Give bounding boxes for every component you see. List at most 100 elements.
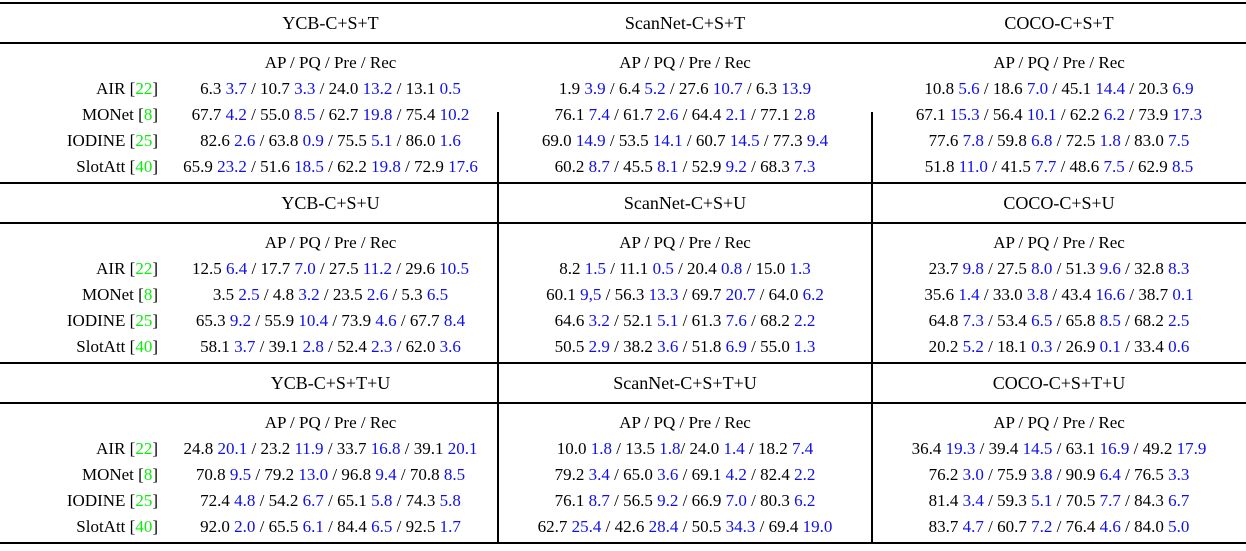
data-cell: 64.6 3.2 / 52.1 5.1 / 61.3 7.6 / 68.2 2.…	[554, 311, 816, 330]
horizontal-rule	[0, 42, 1246, 44]
std-value: 11.9	[294, 439, 324, 458]
horizontal-rule	[0, 542, 1246, 544]
std-value: 9.4	[375, 465, 397, 484]
std-value: 2.5	[238, 285, 260, 304]
std-value: 8.4	[443, 311, 466, 330]
std-value: 7.0	[294, 259, 316, 278]
group-header: ScanNet-C+S+U	[623, 192, 747, 213]
metrics-header: AP / PQ / Pre / Rec	[993, 413, 1125, 432]
std-value: 19.0	[802, 517, 833, 536]
std-value: 6.8	[1031, 131, 1053, 150]
std-value: 5.1	[371, 131, 393, 150]
std-value: 1.3	[789, 259, 811, 278]
data-cell: 77.6 7.8 / 59.8 6.8 / 72.5 1.8 / 83.0 7.…	[928, 131, 1190, 150]
group-header: ScanNet-C+S+T	[624, 12, 746, 33]
std-value: 6.4	[225, 259, 248, 278]
data-cell: 10.0 1.8 / 13.5 1.8/ 24.0 1.4 / 18.2 7.4	[556, 439, 814, 458]
std-value: 6.1	[302, 517, 324, 536]
ref-number: 22	[135, 439, 153, 458]
ref-number: 40	[135, 517, 153, 536]
method-label: IODINE [25]	[66, 131, 158, 150]
std-value: 9.2	[229, 311, 252, 330]
band-header-row: YCB-C+S+T ScanNet-C+S+T COCO-C+S+T	[0, 4, 1246, 42]
std-value: 5.8	[371, 491, 393, 510]
std-value: 6.2	[1103, 105, 1126, 124]
data-cell: 69.0 14.9 / 53.5 14.1 / 60.7 14.5 / 77.3…	[541, 131, 829, 150]
band-header-row: YCB-C+S+U ScanNet-C+S+U COCO-C+S+U	[0, 184, 1246, 222]
std-value: 8.5	[294, 105, 316, 124]
data-cell: 24.8 20.1 / 23.2 11.9 / 33.7 16.8 / 39.1…	[183, 439, 478, 458]
std-value: 3.6	[657, 465, 679, 484]
group-header: YCB-C+S+T+U	[270, 372, 391, 393]
std-value: 8.5	[1099, 311, 1121, 330]
data-cell: 67.1 15.3 / 56.4 10.1 / 62.2 6.2 / 73.9 …	[915, 105, 1203, 124]
table-row: SlotAtt [40] 58.1 3.7 / 39.1 2.8 / 52.4 2…	[0, 334, 1246, 360]
std-value: 7.7	[1099, 491, 1121, 510]
method-label: AIR [22]	[96, 439, 158, 458]
std-value: 16.8	[370, 439, 401, 458]
std-value: 0.1	[1099, 337, 1121, 356]
std-value: 0.9	[302, 131, 324, 150]
std-value: 4.8	[234, 491, 256, 510]
std-value: 5.8	[439, 491, 461, 510]
ref-number: 8	[143, 105, 153, 124]
data-cell: 79.2 3.4 / 65.0 3.6 / 69.1 4.2 / 82.4 2.…	[554, 465, 816, 484]
std-value: 9.6	[1099, 259, 1121, 278]
group-header: ScanNet-C+S+T+U	[613, 372, 757, 393]
std-value: 0.1	[1172, 285, 1194, 304]
std-value: 0.3	[1031, 337, 1053, 356]
table-row: MONet [8] 3.5 2.5 / 4.8 3.2 / 23.5 2.6 / …	[0, 282, 1246, 308]
std-value: 34.3	[725, 517, 756, 536]
std-value: 3.4	[962, 491, 984, 510]
std-value: 1.8	[590, 439, 613, 458]
std-value: 6.7	[1168, 491, 1190, 510]
data-cell: 58.1 3.7 / 39.1 2.8 / 52.4 2.3 / 62.0 3.…	[200, 337, 461, 356]
ref-number: 8	[143, 285, 153, 304]
std-value: 3.3	[1168, 465, 1190, 484]
table-row: IODINE [25] 82.6 2.6 / 63.8 0.9 / 75.5 5.…	[0, 128, 1246, 154]
std-value: 7.6	[725, 311, 747, 330]
std-value: 7.5	[1103, 157, 1125, 176]
metrics-header: AP / PQ / Pre / Rec	[264, 413, 397, 432]
method-label: IODINE [25]	[66, 311, 158, 330]
metrics-header: AP / PQ / Pre / Rec	[619, 53, 751, 72]
std-value: 20.1	[217, 439, 248, 458]
vertical-rule	[871, 112, 873, 544]
std-value: 13.0	[298, 465, 329, 484]
std-value: 17.6	[448, 157, 478, 176]
std-value: 2.1	[725, 105, 747, 124]
metrics-row: AP / PQ / Pre / Rec AP / PQ / Pre / Rec AP…	[0, 410, 1246, 436]
table-row: IODINE [25] 72.4 4.8 / 54.2 6.7 / 65.1 5.…	[0, 488, 1246, 514]
table-row: MONet [8] 67.7 4.2 / 55.0 8.5 / 62.7 19.8…	[0, 102, 1246, 128]
std-value: 6.5	[426, 285, 449, 304]
ref-number: 40	[135, 157, 153, 176]
std-value: 6.9	[725, 337, 747, 356]
std-value: 10.1	[1026, 105, 1057, 124]
data-cell: 60.2 8.7 / 45.5 8.1 / 52.9 9.2 / 68.3 7.…	[554, 157, 816, 176]
std-value: 0.5	[439, 79, 461, 98]
method-label: SlotAtt [40]	[76, 337, 158, 356]
method-label: AIR [22]	[96, 79, 158, 98]
std-value: 3.8	[1026, 285, 1049, 304]
std-value: 2.5	[1168, 311, 1190, 330]
std-value: 13.2	[362, 79, 393, 98]
std-value: 3.0	[962, 465, 984, 484]
data-cell: 1.9 3.9 / 6.4 5.2 / 27.6 10.7 / 6.3 13.9	[558, 79, 812, 98]
std-value: 10.2	[439, 105, 470, 124]
std-value: 7.4	[588, 105, 610, 124]
std-value: 14.4	[1095, 79, 1126, 98]
table-row: AIR [22] 12.5 6.4 / 17.7 7.0 / 27.5 11.2 …	[0, 256, 1246, 282]
band-data: AP / PQ / Pre / Rec AP / PQ / Pre / Rec AP…	[0, 404, 1246, 542]
std-value: 1.7	[439, 517, 461, 536]
std-value: 1.4	[958, 285, 980, 304]
horizontal-rule	[0, 222, 1246, 224]
band-header-row: YCB-C+S+T+U ScanNet-C+S+T+U COCO-C+S+T+U	[0, 364, 1246, 402]
std-value: 5.6	[958, 79, 980, 98]
std-value: 8.3	[1168, 259, 1190, 278]
std-value: 9,5	[580, 285, 602, 304]
data-cell: 51.8 11.0 / 41.5 7.7 / 48.6 7.5 / 62.9 8…	[924, 157, 1194, 176]
method-label: SlotAtt [40]	[76, 157, 158, 176]
data-cell: 76.1 8.7 / 56.5 9.2 / 66.9 7.0 / 80.3 6.…	[554, 491, 816, 510]
data-cell: 60.1 9,5 / 56.3 13.3 / 69.7 20.7 / 64.0 …	[546, 285, 824, 304]
